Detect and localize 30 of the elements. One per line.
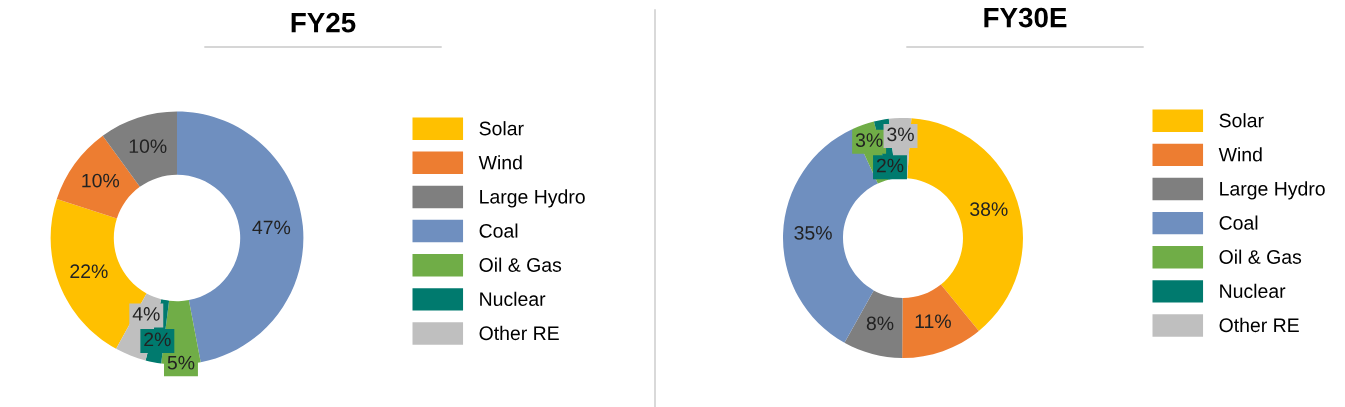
data-label: 47% [252, 220, 291, 235]
legend-label: Wind [1218, 147, 1262, 162]
legend-label: Coal [1219, 215, 1258, 230]
data-label: 8% [866, 316, 894, 331]
legend-label: Other RE [1219, 317, 1299, 333]
data-label: 11% [915, 314, 951, 329]
data-label: 38% [970, 202, 1008, 217]
data-label: 2% [144, 332, 171, 347]
data-label: 3% [887, 127, 914, 142]
data-label: 2% [876, 158, 904, 173]
data-label: 4% [132, 307, 160, 321]
legend-label: Coal [479, 223, 518, 238]
data-label: 10% [82, 173, 120, 188]
data-label: 22% [70, 264, 108, 279]
legend-label: Wind [478, 155, 522, 170]
legend-label: Oil & Gas [479, 257, 562, 272]
data-label: 35% [794, 226, 832, 240]
data-label: 5% [167, 355, 195, 370]
legend-label: Oil & Gas [1219, 249, 1302, 264]
chart-title: FY25 [291, 12, 356, 33]
legend-label: Solar [479, 121, 524, 136]
legend-label: Large Hydro [1220, 181, 1325, 200]
legend-label: Nuclear [1220, 283, 1286, 299]
legend-label: Other RE [479, 325, 559, 341]
legend-label: Nuclear [480, 291, 546, 307]
data-label: 3% [855, 133, 883, 148]
data-label: 10% [129, 139, 167, 154]
legend-label: Large Hydro [480, 189, 585, 208]
legend-label: Solar [1219, 113, 1264, 128]
chart-title: FY30E [984, 7, 1067, 28]
